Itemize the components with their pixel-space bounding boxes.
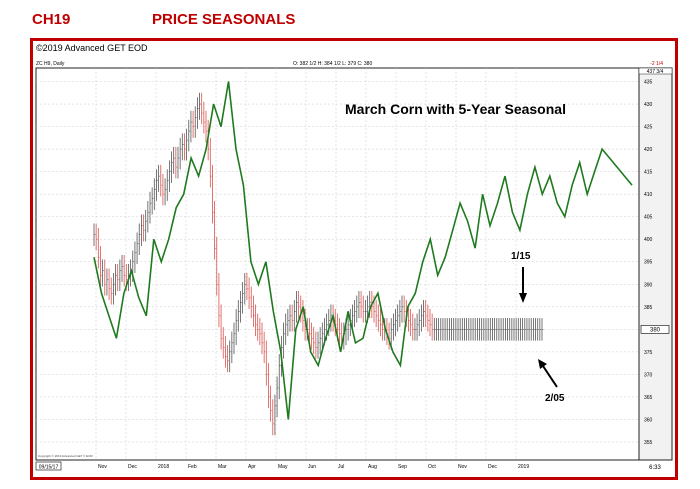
last-price-box xyxy=(640,325,670,334)
y-tick-label: 390 xyxy=(644,282,653,288)
y-tick-label: 355 xyxy=(644,440,653,446)
y-tick-label: 430 xyxy=(644,102,653,108)
y-tick-label: 425 xyxy=(644,125,653,131)
chart-frame: ©2019 Advanced GET EOD ZC H9, Daily O: 3… xyxy=(30,38,678,480)
y-tick-label: 360 xyxy=(644,417,653,423)
top-price-box xyxy=(638,67,673,75)
net-change-text: -2 1/4 xyxy=(650,61,663,67)
last-price-label: 380 xyxy=(650,327,661,333)
x-tick-label: Dec xyxy=(128,464,137,470)
y-tick-label: 370 xyxy=(644,372,653,378)
y-tick-label: 415 xyxy=(644,170,653,176)
y-tick-label: 400 xyxy=(644,237,653,243)
x-tick-label: Dec xyxy=(488,464,497,470)
x-tick-label: Feb xyxy=(188,464,197,470)
symbol-text: ZC H9, Daily xyxy=(36,61,65,67)
y-tick-label: 375 xyxy=(644,350,653,356)
copyright-text: ©2019 Advanced GET EOD xyxy=(36,43,148,53)
x-tick-label: Sep xyxy=(398,464,407,470)
start-date-box xyxy=(35,461,62,471)
header-code: CH19 xyxy=(32,11,71,28)
annotation-arrowhead xyxy=(519,293,527,303)
start-date-label: 09/15/17 xyxy=(39,465,59,471)
y-tick-label: 435 xyxy=(644,80,653,86)
chart-svg: ©2019 Advanced GET EOD ZC H9, Daily O: 3… xyxy=(33,41,675,477)
y-tick-label: 405 xyxy=(644,215,653,221)
x-tick-label: Jul xyxy=(338,464,344,470)
y-tick-label: 395 xyxy=(644,260,653,266)
header-title: PRICE SEASONALS xyxy=(152,11,296,28)
x-tick-label: Oct xyxy=(428,464,436,470)
annotation-label: 1/15 xyxy=(511,251,531,262)
annotation-arrow xyxy=(540,362,558,388)
x-tick-label: 2018 xyxy=(158,464,169,470)
footer-note: Copyright © 2019 Advanced GET © EOD xyxy=(38,454,94,458)
y-tick-label: 410 xyxy=(644,192,653,198)
x-tick-label: Aug xyxy=(368,464,377,470)
price-bars xyxy=(93,92,544,436)
x-tick-label: Apr xyxy=(248,464,256,470)
annotations: 1/15 2/05 xyxy=(511,251,565,404)
top-price-label: 437 3/4 xyxy=(647,69,664,75)
x-tick-label: Nov xyxy=(458,464,467,470)
x-tick-label: 2019 xyxy=(518,464,529,470)
y-tick-label: 365 xyxy=(644,395,653,401)
annotation-label: 2/05 xyxy=(545,393,565,404)
time-label: 6:33 xyxy=(649,465,661,471)
x-tick-labels: Nov Dec 2018 Feb Mar Apr May Jun Jul Aug Sep Oct Nov… xyxy=(98,464,529,470)
chart-title: March Corn with 5-Year Seasonal xyxy=(345,101,566,117)
ohlc-text: O: 382 1/2 H: 384 1/2 L: 379 C: 380 xyxy=(293,61,372,67)
x-tick-label: Nov xyxy=(98,464,107,470)
chart-background xyxy=(33,41,675,477)
y-tick-label: 420 xyxy=(644,147,653,153)
price-axis xyxy=(638,67,673,461)
x-tick-label: May xyxy=(278,464,288,470)
y-tick-label: 385 xyxy=(644,305,653,311)
seasonal-line xyxy=(93,81,633,420)
annotation-arrowhead xyxy=(538,359,547,369)
x-tick-label: Mar xyxy=(218,464,227,470)
x-tick-label: Jun xyxy=(308,464,316,470)
